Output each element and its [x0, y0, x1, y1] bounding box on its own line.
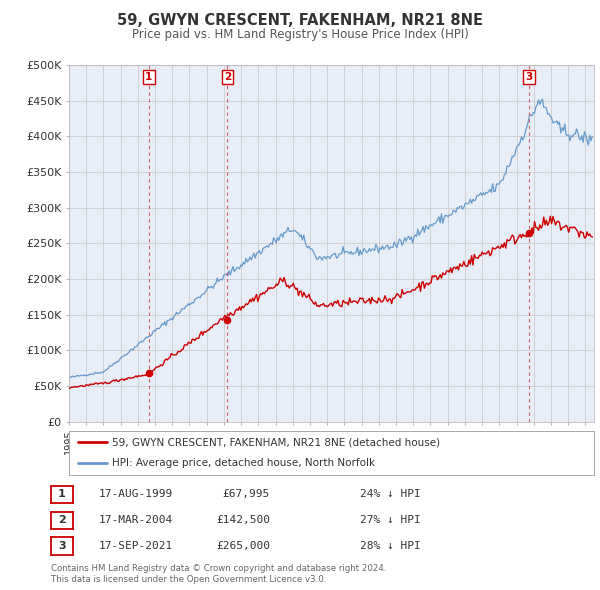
Text: 1: 1	[58, 490, 65, 499]
Text: HPI: Average price, detached house, North Norfolk: HPI: Average price, detached house, Nort…	[112, 458, 375, 468]
Text: 59, GWYN CRESCENT, FAKENHAM, NR21 8NE (detached house): 59, GWYN CRESCENT, FAKENHAM, NR21 8NE (d…	[112, 437, 440, 447]
Text: 17-MAR-2004: 17-MAR-2004	[99, 516, 173, 525]
Text: Contains HM Land Registry data © Crown copyright and database right 2024.: Contains HM Land Registry data © Crown c…	[51, 565, 386, 573]
Text: 1: 1	[145, 72, 152, 82]
Text: £142,500: £142,500	[216, 516, 270, 525]
Text: £67,995: £67,995	[223, 490, 270, 499]
Text: 17-AUG-1999: 17-AUG-1999	[99, 490, 173, 499]
Text: Price paid vs. HM Land Registry's House Price Index (HPI): Price paid vs. HM Land Registry's House …	[131, 28, 469, 41]
Text: 24% ↓ HPI: 24% ↓ HPI	[360, 490, 421, 499]
Text: 3: 3	[525, 72, 532, 82]
Text: 27% ↓ HPI: 27% ↓ HPI	[360, 516, 421, 525]
Text: 2: 2	[224, 72, 231, 82]
Text: 3: 3	[58, 542, 65, 551]
Text: This data is licensed under the Open Government Licence v3.0.: This data is licensed under the Open Gov…	[51, 575, 326, 584]
Text: 2: 2	[58, 516, 65, 525]
Text: 59, GWYN CRESCENT, FAKENHAM, NR21 8NE: 59, GWYN CRESCENT, FAKENHAM, NR21 8NE	[117, 13, 483, 28]
Text: 17-SEP-2021: 17-SEP-2021	[99, 542, 173, 551]
Text: £265,000: £265,000	[216, 542, 270, 551]
Text: 28% ↓ HPI: 28% ↓ HPI	[360, 542, 421, 551]
